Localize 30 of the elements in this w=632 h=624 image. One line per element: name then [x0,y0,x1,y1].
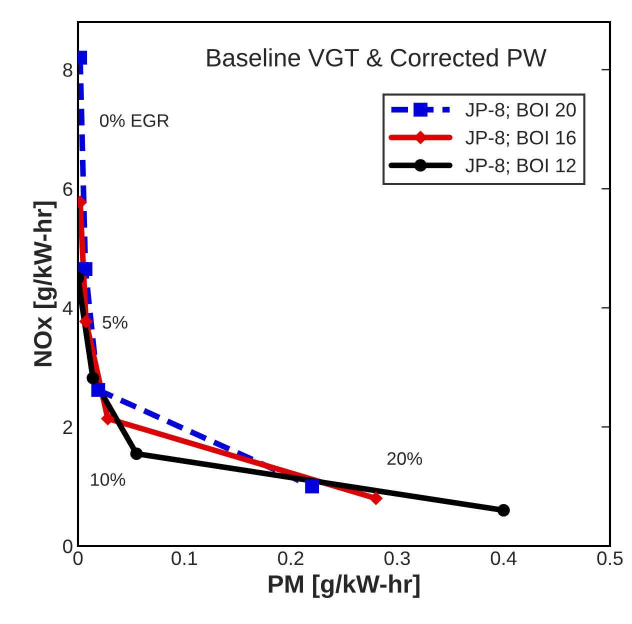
x-tick-label: 0.4 [490,551,517,566]
legend-label: JP-8; BOI 12 [466,158,576,175]
point [369,492,383,505]
x-tick-label: 0.2 [278,551,304,566]
y-tick-label: 4 [62,301,73,315]
point [86,372,100,384]
point [78,262,92,276]
x-tick-label: 0.3 [384,551,410,566]
y-tick-label: 0 [63,539,72,554]
y-tick-label: 8 [63,63,72,77]
legend-label: JP-8; BOI 20 [466,102,576,119]
point [79,314,93,328]
point [497,504,510,517]
x-tick-label: 0.1 [172,551,197,566]
x-tick-label: 0 [73,551,83,566]
annotation: 5% [102,316,128,329]
annotation: 0% EGR [100,114,169,127]
x-axis-title: PM [g/kW-hr] [268,574,420,598]
y-axis-title: NOx [g/kW-hr] [33,202,57,366]
point [130,447,143,460]
y-tick-label: 2 [63,420,72,434]
point [91,383,106,397]
point [101,412,114,426]
text: Baseline VGT & Corrected PW [207,48,547,67]
y-tick-label: 6 [63,182,72,196]
legend-label: JP-8; BOI 16 [466,130,576,147]
annotation: 10% [91,473,126,486]
x-tick-label: 0.5 [597,551,623,566]
annotation: 20% [387,452,422,465]
point [305,480,320,494]
